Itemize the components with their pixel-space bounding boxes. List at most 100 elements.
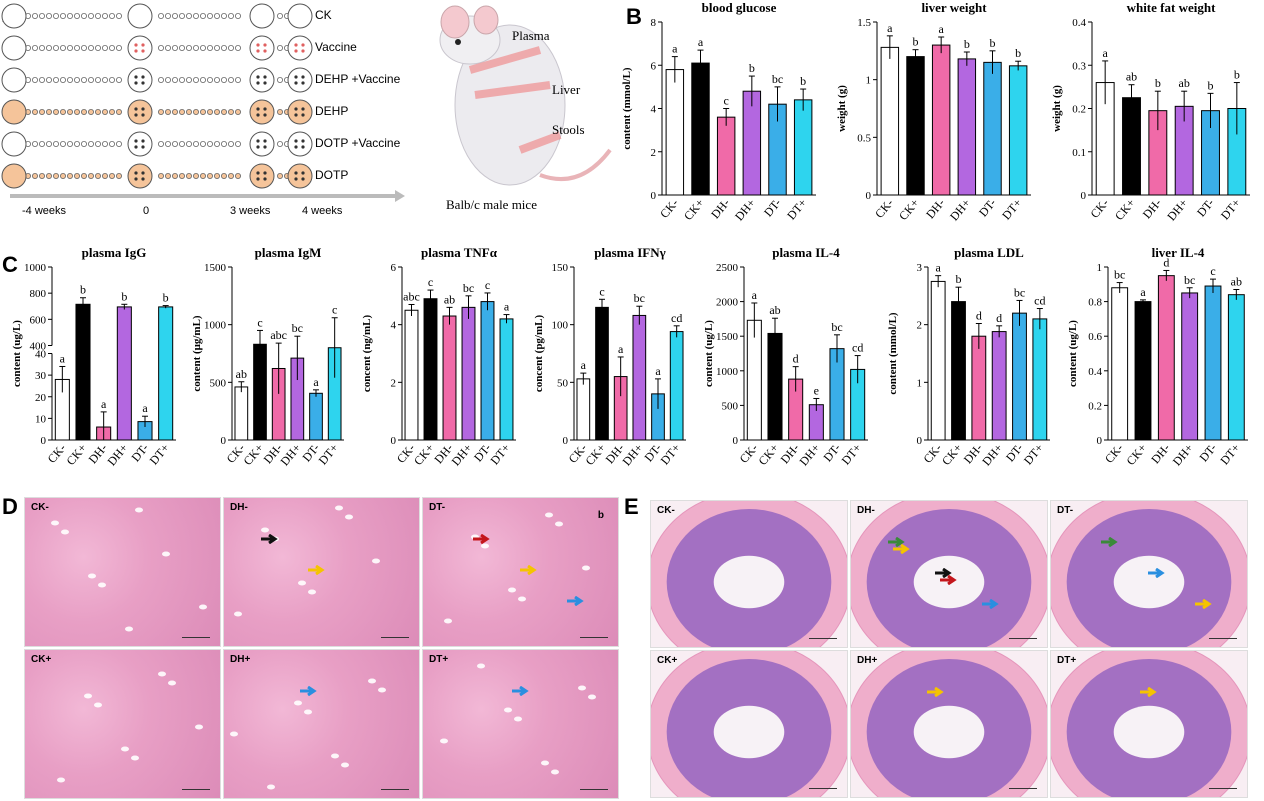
timeline-chain-dot — [157, 77, 164, 84]
timeline-chain-dot — [227, 109, 234, 116]
significance-letter: b — [913, 35, 919, 49]
content-dot — [141, 171, 145, 175]
y-tick-label: 1000 — [204, 320, 227, 332]
histology-tile: CK- — [24, 497, 221, 647]
timeline-chain-dot — [178, 172, 185, 179]
content-dot — [263, 171, 267, 175]
group-timelines — [1, 3, 405, 202]
timepoint-circle — [249, 131, 275, 157]
x-tick-label: CK+ — [1124, 441, 1150, 468]
timeline-chain-dot — [171, 109, 178, 116]
content-dot — [263, 75, 267, 79]
bar — [1008, 65, 1028, 196]
vessel-lumen — [131, 755, 139, 761]
x-tick-label: DH- — [1140, 196, 1164, 221]
timeline-chain-dot — [81, 172, 88, 179]
bar — [906, 56, 925, 196]
vessel-lumen — [372, 558, 380, 564]
vessel-lumen — [230, 731, 238, 737]
y-tick-label: 0 — [221, 435, 227, 447]
bar — [234, 386, 249, 441]
x-tick-label: CK- — [45, 441, 69, 466]
significance-letter: c — [724, 94, 729, 108]
vessel-lumen — [57, 777, 65, 783]
timepoint-circle — [127, 99, 153, 125]
timeline-chain-dot — [60, 77, 67, 84]
significance-letter: bc — [463, 281, 474, 295]
x-tick-label: DT+ — [316, 441, 342, 468]
timeline-chain-dot — [276, 172, 283, 179]
significance-letter: cd — [852, 341, 863, 355]
content-dot — [141, 145, 145, 149]
timeline-chain-dot — [32, 12, 39, 19]
timeline-chain-dot — [206, 12, 213, 19]
significance-letter: b — [1208, 78, 1214, 92]
content-dot — [256, 81, 260, 85]
timeline-chain-dot — [81, 109, 88, 116]
bar — [669, 331, 684, 441]
bar — [1157, 275, 1175, 441]
y-tick-label: 8 — [651, 17, 657, 29]
scale-bar — [1009, 638, 1037, 639]
timeline-chain-dot — [102, 172, 109, 179]
lumen — [913, 705, 985, 759]
x-tick-label: DH- — [1148, 441, 1172, 466]
timeline-chain-dot — [88, 172, 95, 179]
timepoint-circle — [127, 35, 153, 61]
y-axis-label: content (μg/mL) — [191, 315, 203, 392]
timeline-chain-dot — [276, 77, 283, 84]
group-label: DEHP — [315, 104, 349, 118]
x-tick-label: CK+ — [756, 441, 782, 468]
vessel-lumen — [88, 573, 96, 579]
timeline-chain-dot — [102, 109, 109, 116]
vessel-lumen — [162, 551, 170, 557]
y-tick-label: 500 — [722, 400, 739, 412]
timeline-chain-dot — [213, 45, 220, 52]
panel-label-d: D — [2, 494, 18, 519]
x-tick-label: DH+ — [1164, 196, 1190, 224]
y-tick-label: 0 — [651, 190, 657, 202]
y-tick-label: 2 — [917, 320, 923, 332]
timepoint-circle — [287, 3, 313, 29]
significance-letter: abc — [270, 328, 287, 342]
bar — [716, 116, 736, 196]
y-tick-label: 1 — [866, 75, 872, 87]
timeline-chain-dot — [53, 77, 60, 84]
timeline-chain-dot — [67, 109, 74, 116]
arrow-black — [935, 568, 952, 578]
timeline-chain-dot — [276, 109, 283, 116]
timeline-chain-dot — [220, 172, 227, 179]
timeline-chain-dot — [81, 45, 88, 52]
content-dot — [263, 113, 267, 117]
x-tick-label: CK- — [872, 196, 896, 221]
y-tick-label: 1.5 — [857, 17, 871, 29]
vessel-lumen — [304, 709, 312, 715]
x-tick-label: DT- — [1196, 441, 1219, 464]
y-tick-label: 6 — [651, 60, 657, 72]
lumen — [1113, 705, 1185, 759]
timeline-chain-dot — [199, 140, 206, 147]
content-dot — [141, 177, 145, 181]
content-dot — [263, 177, 267, 181]
y-tick-label: 0 — [41, 435, 47, 447]
bar — [75, 303, 91, 441]
timepoint-circle — [1, 35, 27, 61]
scale-bar — [381, 637, 409, 638]
significance-letter: a — [504, 300, 510, 314]
content-dot — [134, 75, 138, 79]
timeline-chain-dot — [213, 140, 220, 147]
vessel-lumen — [504, 707, 512, 713]
timeline-chain-dot — [39, 172, 46, 179]
y-tick-label: 6 — [391, 262, 397, 274]
content-dot — [301, 43, 305, 47]
timeline-chain-dot — [164, 45, 171, 52]
significance-letter: b — [80, 283, 86, 297]
significance-letter: d — [1163, 255, 1169, 269]
significance-letter: a — [939, 22, 945, 36]
timeline-chain-dot — [178, 45, 185, 52]
y-axis-label: content (ug/L) — [703, 320, 715, 387]
content-dot — [256, 171, 260, 175]
panel-label-b: B — [626, 4, 642, 29]
vessel-lumen — [267, 784, 275, 790]
timeline-chain-dot — [116, 140, 123, 147]
